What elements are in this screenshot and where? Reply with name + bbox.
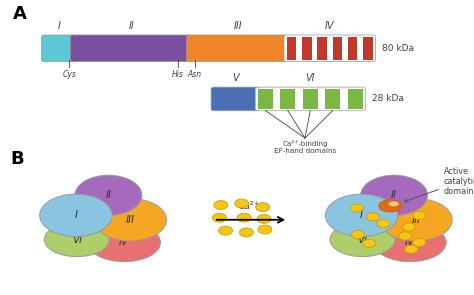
FancyBboxPatch shape — [255, 87, 365, 111]
Text: IV: IV — [405, 237, 415, 248]
Text: III: III — [411, 215, 420, 225]
Bar — [281, 89, 295, 109]
Circle shape — [255, 203, 270, 212]
Circle shape — [402, 223, 416, 231]
Circle shape — [235, 199, 249, 208]
Text: 28 kDa: 28 kDa — [372, 94, 404, 104]
FancyBboxPatch shape — [284, 35, 375, 62]
Text: 80 kDa: 80 kDa — [382, 44, 414, 53]
Text: His: His — [172, 70, 183, 79]
Text: I: I — [360, 210, 363, 220]
Circle shape — [214, 201, 228, 209]
Text: II: II — [391, 190, 397, 200]
Bar — [333, 37, 342, 60]
Ellipse shape — [75, 175, 142, 215]
Text: Active
catalytic
domain: Active catalytic domain — [404, 166, 474, 202]
Text: B: B — [10, 150, 24, 168]
FancyBboxPatch shape — [186, 35, 290, 62]
Text: V: V — [233, 73, 239, 83]
Bar — [302, 37, 311, 60]
Circle shape — [351, 230, 365, 239]
Ellipse shape — [88, 223, 160, 262]
Circle shape — [377, 219, 390, 228]
Text: Ca²⁺: Ca²⁺ — [238, 201, 260, 211]
Ellipse shape — [380, 199, 452, 241]
Circle shape — [350, 204, 364, 212]
Text: III: III — [234, 21, 242, 31]
Bar — [303, 89, 318, 109]
Text: II: II — [128, 21, 134, 31]
Circle shape — [219, 226, 232, 235]
Text: IV: IV — [119, 237, 129, 248]
Circle shape — [366, 213, 379, 221]
Circle shape — [405, 245, 418, 253]
Bar — [318, 37, 327, 60]
Ellipse shape — [389, 201, 399, 206]
Bar — [348, 37, 357, 60]
Text: I: I — [74, 210, 77, 220]
Text: VI: VI — [72, 235, 82, 245]
Circle shape — [413, 238, 426, 247]
Ellipse shape — [361, 175, 428, 215]
Ellipse shape — [374, 223, 446, 262]
Text: VI: VI — [306, 73, 315, 83]
FancyBboxPatch shape — [211, 87, 261, 111]
FancyBboxPatch shape — [70, 35, 192, 62]
Circle shape — [399, 232, 412, 240]
Circle shape — [258, 225, 272, 234]
Text: II: II — [105, 190, 111, 200]
Ellipse shape — [40, 194, 112, 237]
Text: I: I — [57, 21, 60, 31]
Ellipse shape — [330, 222, 395, 257]
Text: VI: VI — [357, 235, 367, 245]
Text: Ca²⁺-binding
EF-hand domains: Ca²⁺-binding EF-hand domains — [274, 140, 336, 154]
Circle shape — [237, 213, 251, 222]
Bar — [287, 37, 296, 60]
FancyBboxPatch shape — [42, 35, 76, 62]
Bar — [363, 37, 373, 60]
Circle shape — [363, 239, 376, 248]
Text: A: A — [13, 5, 27, 23]
Circle shape — [257, 214, 271, 223]
Ellipse shape — [379, 200, 402, 212]
Text: Cys: Cys — [63, 70, 76, 79]
Text: III: III — [126, 215, 135, 225]
Ellipse shape — [44, 222, 109, 257]
Bar — [258, 89, 273, 109]
Bar — [348, 89, 363, 109]
Circle shape — [212, 213, 227, 222]
Ellipse shape — [94, 199, 166, 241]
Text: IV: IV — [325, 21, 335, 31]
Bar — [326, 89, 340, 109]
Text: Asn: Asn — [188, 70, 202, 79]
Circle shape — [239, 228, 253, 237]
Ellipse shape — [325, 194, 398, 237]
Circle shape — [413, 211, 426, 219]
